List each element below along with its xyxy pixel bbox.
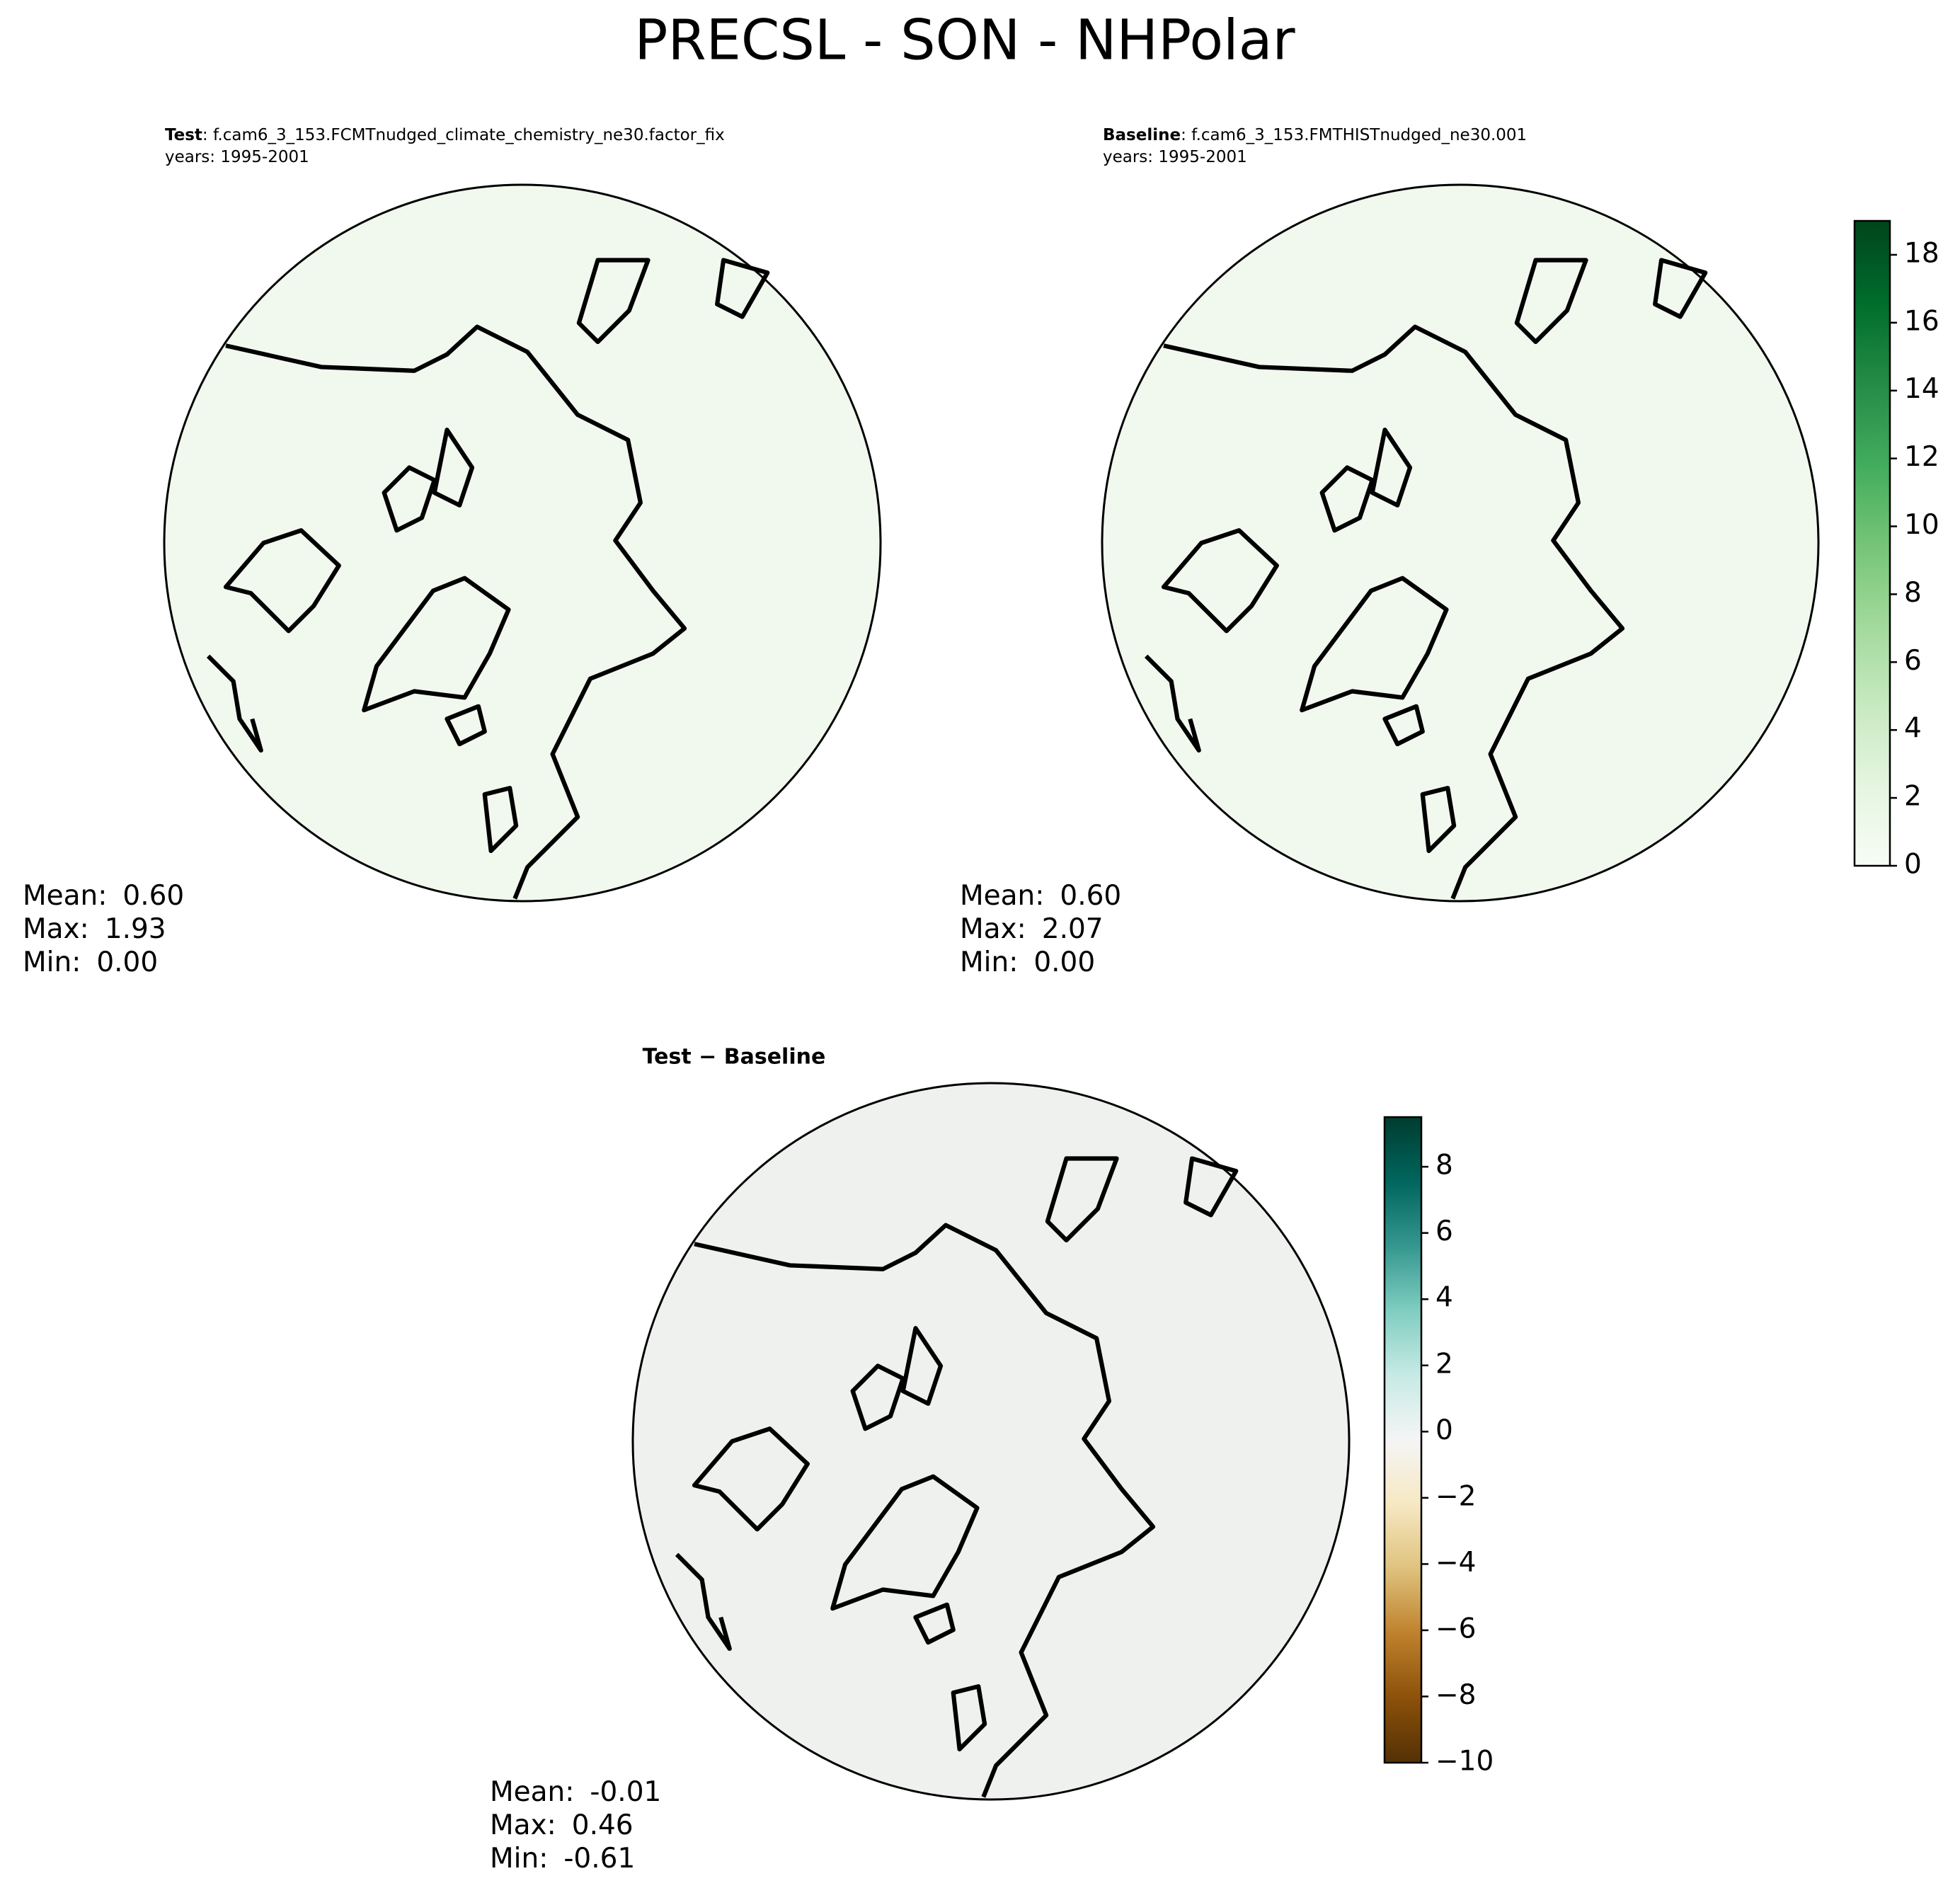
map-panel: Test: f.cam6_3_153.FCMTnudged_climate_ch… [163, 126, 882, 903]
colorbar-tick-label: 16 [1904, 305, 1939, 337]
map-disk [163, 183, 882, 903]
stat-value: 0.60 [122, 880, 184, 912]
figure-title: PRECSL - SON - NHPolar [634, 8, 1295, 72]
stat-line: Max: 0.46 [490, 1809, 634, 1841]
colorbar-tick-label: −6 [1435, 1613, 1477, 1644]
colorbar-tick-label: 4 [1904, 713, 1922, 745]
stat-label: Min: [490, 1843, 548, 1875]
map-disk [631, 1082, 1351, 1801]
case-name: : f.cam6_3_153.FCMTnudged_climate_chemis… [202, 126, 725, 144]
stat-line: Min: -0.61 [490, 1843, 635, 1875]
colorbar-tick-label: −4 [1435, 1547, 1477, 1579]
stat-line: Max: 2.07 [960, 913, 1104, 945]
panel-label: Test − Baseline [643, 1045, 826, 1070]
map-panel: Baseline: f.cam6_3_153.FMTHISTnudged_ne3… [1101, 126, 1820, 903]
stat-value: 0.60 [1060, 880, 1121, 912]
map-panel: Test − Baseline [631, 1045, 1351, 1801]
stat-label: Mean: [960, 880, 1044, 912]
stat-line: Mean: -0.01 [490, 1776, 661, 1808]
stat-label: Min: [23, 946, 81, 978]
colorbar: 0 2 4 6 8 10 12 14 16 18 [1853, 219, 1939, 881]
stat-value: -0.61 [563, 1843, 635, 1875]
colorbar-tick-label: −8 [1435, 1679, 1477, 1711]
colorbar-tick-label: 4 [1435, 1282, 1453, 1314]
colorbar-fill [1853, 219, 1891, 867]
years: years: 1995-2001 [1103, 148, 1247, 166]
stat-line: Min: 0.00 [23, 946, 158, 978]
stat-line: Mean: 0.60 [960, 880, 1121, 912]
stat-label: Mean: [490, 1776, 574, 1808]
stat-line: Mean: 0.60 [23, 880, 184, 912]
colorbar-fill [1383, 1116, 1423, 1764]
stat-line: Max: 1.93 [23, 913, 166, 945]
colorbar-tick-label: 12 [1904, 441, 1939, 473]
colorbar-tick-label: 14 [1904, 373, 1939, 405]
case-role: Baseline [1103, 126, 1181, 144]
stat-value: 0.00 [1033, 946, 1095, 978]
map-disk [1101, 183, 1820, 903]
stat-label: Max: [23, 913, 89, 945]
case-role: Test [165, 126, 202, 144]
years: years: 1995-2001 [165, 148, 309, 166]
stat-label: Min: [960, 946, 1018, 978]
colorbar-tick-label: 18 [1904, 237, 1939, 269]
stat-value: -0.01 [590, 1776, 661, 1808]
colorbar-tick-label: 6 [1435, 1215, 1453, 1247]
colorbar-tick-label: 2 [1904, 781, 1922, 813]
colorbar: −10 −8 −6 −4 −2 0 2 4 6 8 [1383, 1116, 1494, 1778]
colorbar-tick-label: 0 [1904, 849, 1922, 881]
colorbar-tick-label: −2 [1435, 1480, 1477, 1512]
colorbar-tick-label: 2 [1435, 1348, 1453, 1380]
stat-value: 1.93 [105, 913, 166, 945]
case-name: : f.cam6_3_153.FMTHISTnudged_ne30.001 [1181, 126, 1527, 144]
colorbar-tick-label: 10 [1904, 509, 1939, 541]
stat-line: Min: 0.00 [960, 946, 1095, 978]
colorbar-tick-label: −10 [1435, 1746, 1494, 1778]
colorbar-tick-label: 8 [1435, 1150, 1453, 1182]
colorbar-tick-label: 6 [1904, 645, 1922, 677]
colorbar-tick-label: 0 [1435, 1414, 1453, 1446]
stat-value: 0.00 [96, 946, 158, 978]
stat-value: 0.46 [572, 1809, 634, 1841]
stat-value: 2.07 [1042, 913, 1104, 945]
panel-label: Test: f.cam6_3_153.FCMTnudged_climate_ch… [165, 126, 725, 144]
stat-label: Mean: [23, 880, 107, 912]
colorbar-tick-label: 8 [1904, 577, 1922, 609]
stat-label: Max: [490, 1809, 556, 1841]
panel-label: Baseline: f.cam6_3_153.FMTHISTnudged_ne3… [1103, 126, 1527, 144]
stat-label: Max: [960, 913, 1026, 945]
